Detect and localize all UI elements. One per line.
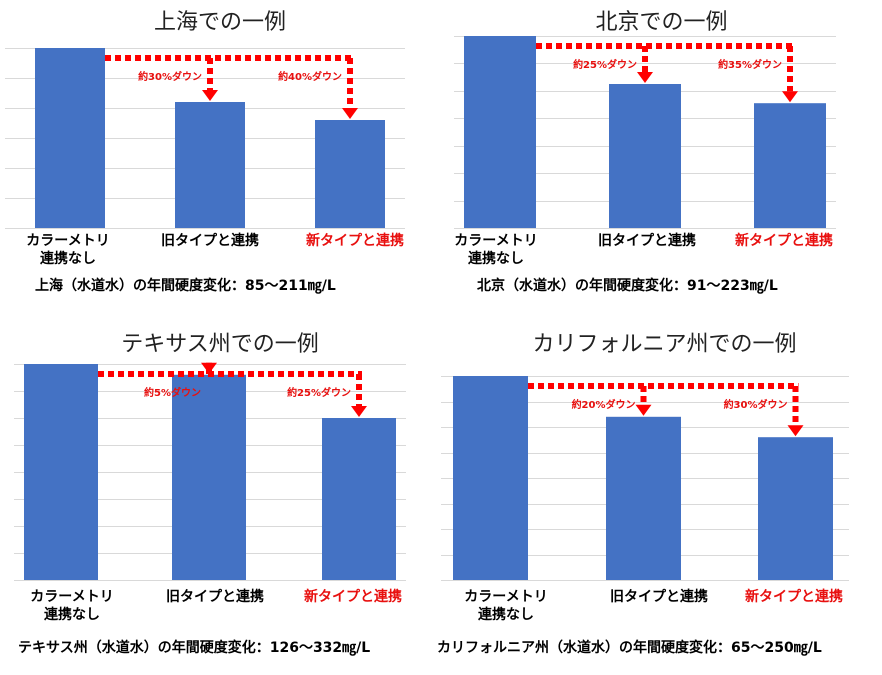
category-label-highlight: 新タイプと連携 [735,233,833,249]
hardness-caption: テキサス州（水道水）の年間硬度変化：126～332㎎/L [18,640,371,656]
plot-area: 約5%ダウン 約25%ダウン [14,362,406,581]
chart-title: 北京での一例 [595,10,728,35]
bar [464,36,536,228]
plot-area: 約25%ダウン 約35%ダウン [454,36,836,229]
hardness-caption: 上海（水道水）の年間硬度変化：85～211㎎/L [35,278,336,294]
chart-title: テキサス州での一例 [121,332,319,357]
bar [453,376,528,580]
bar [606,416,681,580]
category-line-2: 連携なし [478,607,534,623]
bar-chart-svg: 約20%ダウン 約30%ダウン [441,376,849,581]
category-label-highlight: 新タイプと連携 [304,589,402,605]
bar [758,437,833,580]
plot-area: 約30%ダウン 約40%ダウン [5,48,405,229]
bar [322,418,396,580]
category-line-1: カラーメトリ [26,233,110,249]
category-line-2: 連携なし [40,251,96,267]
bar-chart-svg: 約25%ダウン 約35%ダウン [454,36,836,229]
bar-chart-svg: 約30%ダウン 約40%ダウン [5,48,405,229]
category-label: カラーメトリ 連携なし [12,588,132,624]
category-label: 旧タイプと連携 [598,233,696,249]
bar-chart-svg: 約5%ダウン 約25%ダウン [14,362,406,581]
chart-panel-california: カリフォルニア州での一例 約20%ダウン 約30%ダウン カラーメトリ 連携なし … [437,320,882,675]
category-label: 旧タイプと連携 [166,589,264,605]
plot-area: 約20%ダウン 約30%ダウン [441,376,849,581]
category-line-2: 連携なし [44,607,100,623]
arrowhead-icon [342,108,358,119]
hardness-caption: カリフォルニア州（水道水）の年間硬度変化：65～250㎎/L [437,640,822,656]
category-label-highlight: 新タイプと連携 [306,233,404,249]
arrowhead-icon [787,425,804,437]
category-line-1: カラーメトリ [464,589,548,605]
category-line-2: 連携なし [468,251,524,267]
reduction-label: 約5%ダウン [144,386,201,399]
bar [24,364,98,580]
category-line-1: カラーメトリ [30,589,114,605]
reduction-label: 約25%ダウン [573,58,637,71]
reduction-label: 約30%ダウン [724,398,788,411]
arrowhead-icon [635,404,652,416]
arrowhead-icon [351,406,367,417]
hardness-caption: 北京（水道水）の年間硬度変化：91～223㎎/L [477,278,778,294]
bar [609,84,681,228]
reduction-label: 約20%ダウン [572,398,636,411]
arrowhead-icon [202,90,218,101]
bar [175,102,245,228]
chart-panel-shanghai: 上海での一例 約30%ダウン 約40%ダウン カラーメトリ 連携なし 旧タイプと連… [0,0,440,300]
reduction-label: 約40%ダウン [278,70,342,83]
chart-panel-texas: テキサス州での一例 約5%ダウン 約25%ダウン カラーメトリ 連携なし 旧タイプ… [0,320,440,675]
category-label: カラーメトリ 連携なし [446,588,566,624]
bar [35,48,105,228]
reduction-label: 約25%ダウン [287,386,351,399]
bar [172,374,246,580]
category-label: 旧タイプと連携 [610,589,708,605]
category-label: カラーメトリ 連携なし [13,232,123,268]
reduction-label: 約35%ダウン [718,58,782,71]
reduction-label: 約30%ダウン [138,70,202,83]
chart-title: 上海での一例 [153,10,286,35]
category-label: カラーメトリ 連携なし [436,232,556,268]
bar [315,120,385,228]
chart-title: カリフォルニア州での一例 [532,332,797,357]
arrowhead-icon [201,362,217,374]
category-line-1: カラーメトリ [454,233,538,249]
bar [754,103,826,228]
category-label: 旧タイプと連携 [161,233,259,249]
arrowhead-icon [782,91,798,103]
category-label-highlight: 新タイプと連携 [745,589,843,605]
arrowhead-icon [637,72,653,83]
chart-panel-beijing: 北京での一例 約25%ダウン 約35%ダウン カラーメトリ 連携なし 旧タイプと連… [441,0,882,300]
